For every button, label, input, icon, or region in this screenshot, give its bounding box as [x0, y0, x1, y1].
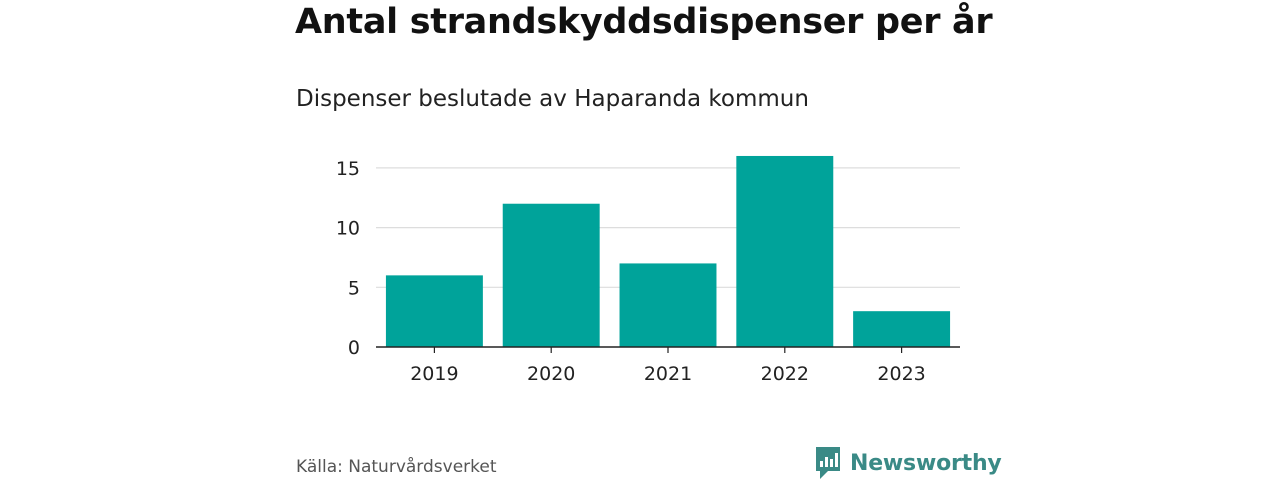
chart-subtitle: Dispenser beslutade av Haparanda kommun [296, 86, 809, 112]
y-tick-label: 15 [336, 158, 360, 180]
source-note: Källa: Naturvårdsverket [296, 457, 497, 477]
bar-2019 [385, 275, 483, 347]
bar-2021 [619, 263, 717, 347]
x-tick-label: 2022 [761, 363, 809, 385]
newsworthy-logo-icon [816, 447, 840, 479]
bar-2023 [853, 311, 951, 347]
brand: Newsworthy [814, 446, 1002, 480]
bar-2022 [736, 155, 834, 347]
bar-2020 [502, 203, 600, 347]
x-tick-label: 2023 [877, 363, 925, 385]
bar-chart: 0 5 10 15 2019 2020 2021 2022 2023 [336, 155, 960, 385]
brand-name: Newsworthy [850, 450, 1002, 476]
y-tick-label: 10 [336, 218, 360, 240]
y-tick-label: 0 [348, 337, 360, 359]
y-tick-label: 5 [348, 277, 360, 299]
x-tick-label: 2021 [644, 363, 692, 385]
chart-title: Antal strandskyddsdispenser per år [295, 2, 993, 42]
x-tick-label: 2020 [527, 363, 575, 385]
x-tick-label: 2019 [410, 363, 458, 385]
